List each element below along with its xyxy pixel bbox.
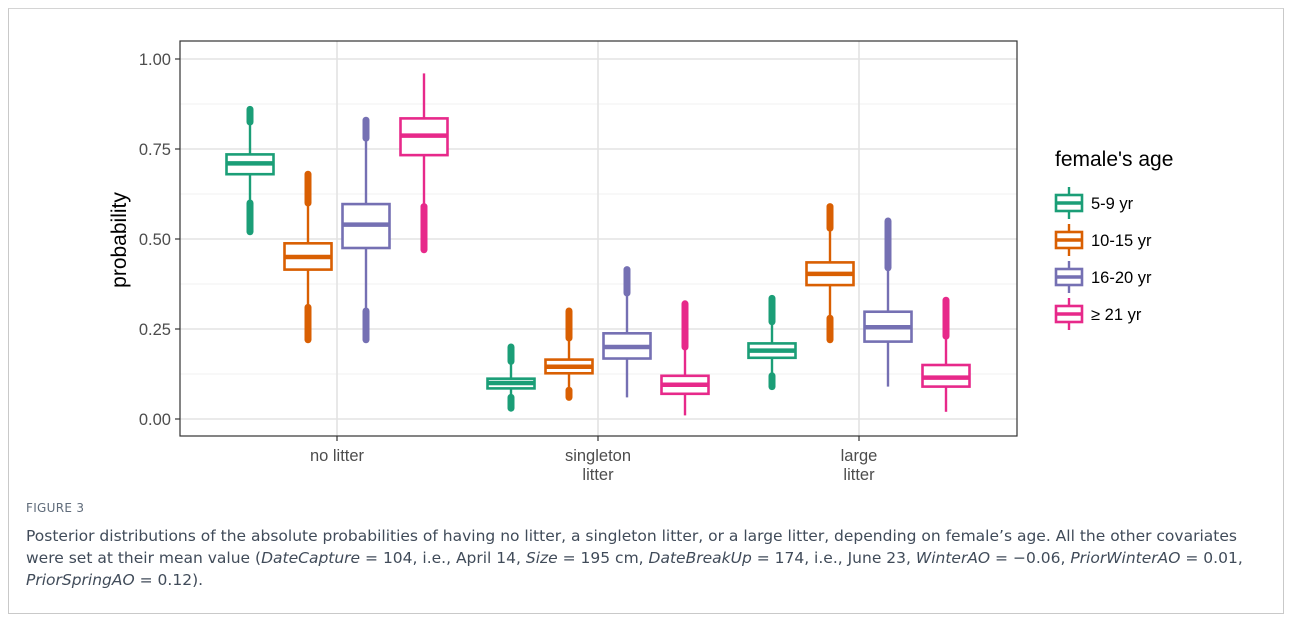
- box-2-0: [747, 294, 797, 391]
- caption-part: = 0.01,: [1180, 549, 1243, 567]
- caption-part: Size: [525, 549, 558, 567]
- box-1-0: [486, 343, 536, 412]
- legend-key-0: [1054, 187, 1084, 219]
- caption-part: = 195 cm,: [557, 549, 649, 567]
- x-tick-label: large litter: [841, 447, 878, 484]
- caption-part: = 0.12).: [134, 571, 204, 589]
- x-tick-label-line: litter: [582, 466, 614, 484]
- y-ticks: 0.00 0.25 0.50 0.75 1.00: [139, 51, 180, 429]
- box-2-2: [863, 217, 913, 387]
- figure-frame: [8, 8, 1284, 614]
- caption-part: Posterior distributions of the absolute …: [26, 527, 1237, 567]
- y-tick-label: 0.00: [139, 411, 171, 429]
- grid: [180, 41, 1017, 436]
- x-tick-label-line: no litter: [310, 447, 365, 465]
- figure-caption: Posterior distributions of the absolute …: [26, 525, 1266, 591]
- legend-entry-label: 5-9 yr: [1091, 195, 1134, 213]
- y-tick-label: 1.00: [139, 51, 171, 69]
- x-tick-label-line: litter: [843, 466, 875, 484]
- box-0-2: [341, 116, 391, 344]
- legend-key-3: [1054, 298, 1084, 330]
- legend-entry-label: ≥ 21 yr: [1091, 306, 1142, 324]
- caption-part: PriorSpringAO: [26, 571, 135, 589]
- legend-key-1: [1054, 224, 1084, 256]
- figure-label: FIGURE 3: [26, 501, 85, 515]
- legend-entry-label: 10-15 yr: [1091, 232, 1152, 250]
- caption-part: DateBreakUp: [648, 549, 752, 567]
- caption-part: PriorWinterAO: [1070, 549, 1181, 567]
- boxplot-chart: 0.000.250.500.751.00 no litter singleton l…: [108, 40, 1173, 484]
- legend: female's age 5-9 yr 10-15 yr 16-20 yr ≥ 21 …: [1054, 148, 1173, 330]
- y-tick-label: 0.50: [139, 231, 171, 249]
- x-tick-label-line: singleton: [565, 447, 631, 465]
- caption-part: DateCapture: [261, 549, 361, 567]
- y-tick-label: 0.25: [139, 321, 171, 339]
- legend-title: female's age: [1055, 148, 1173, 171]
- caption-part: WinterAO: [915, 549, 991, 567]
- box-0-0: [225, 105, 275, 236]
- y-axis-label: probability: [108, 192, 131, 288]
- box-2-3: [921, 296, 971, 412]
- y-tick-label: 0.75: [139, 141, 171, 159]
- box-0-1: [283, 170, 333, 344]
- box-1-2: [602, 266, 652, 398]
- caption-part: = −0.06,: [990, 549, 1071, 567]
- box-1-3: [660, 300, 710, 416]
- x-tick-label: singleton litter: [565, 447, 631, 484]
- caption-part: = 174, i.e., June 23,: [751, 549, 916, 567]
- x-tick-label-line: large: [841, 447, 878, 465]
- box-0-3: [399, 73, 449, 254]
- caption-part: = 104, i.e., April 14,: [360, 549, 526, 567]
- legend-key-2: [1054, 261, 1084, 293]
- legend-entry-label: 16-20 yr: [1091, 269, 1152, 287]
- box-2-1: [805, 203, 855, 344]
- box-1-1: [544, 307, 594, 401]
- boxes: [225, 73, 971, 416]
- x-tick-label: no litter: [310, 447, 365, 465]
